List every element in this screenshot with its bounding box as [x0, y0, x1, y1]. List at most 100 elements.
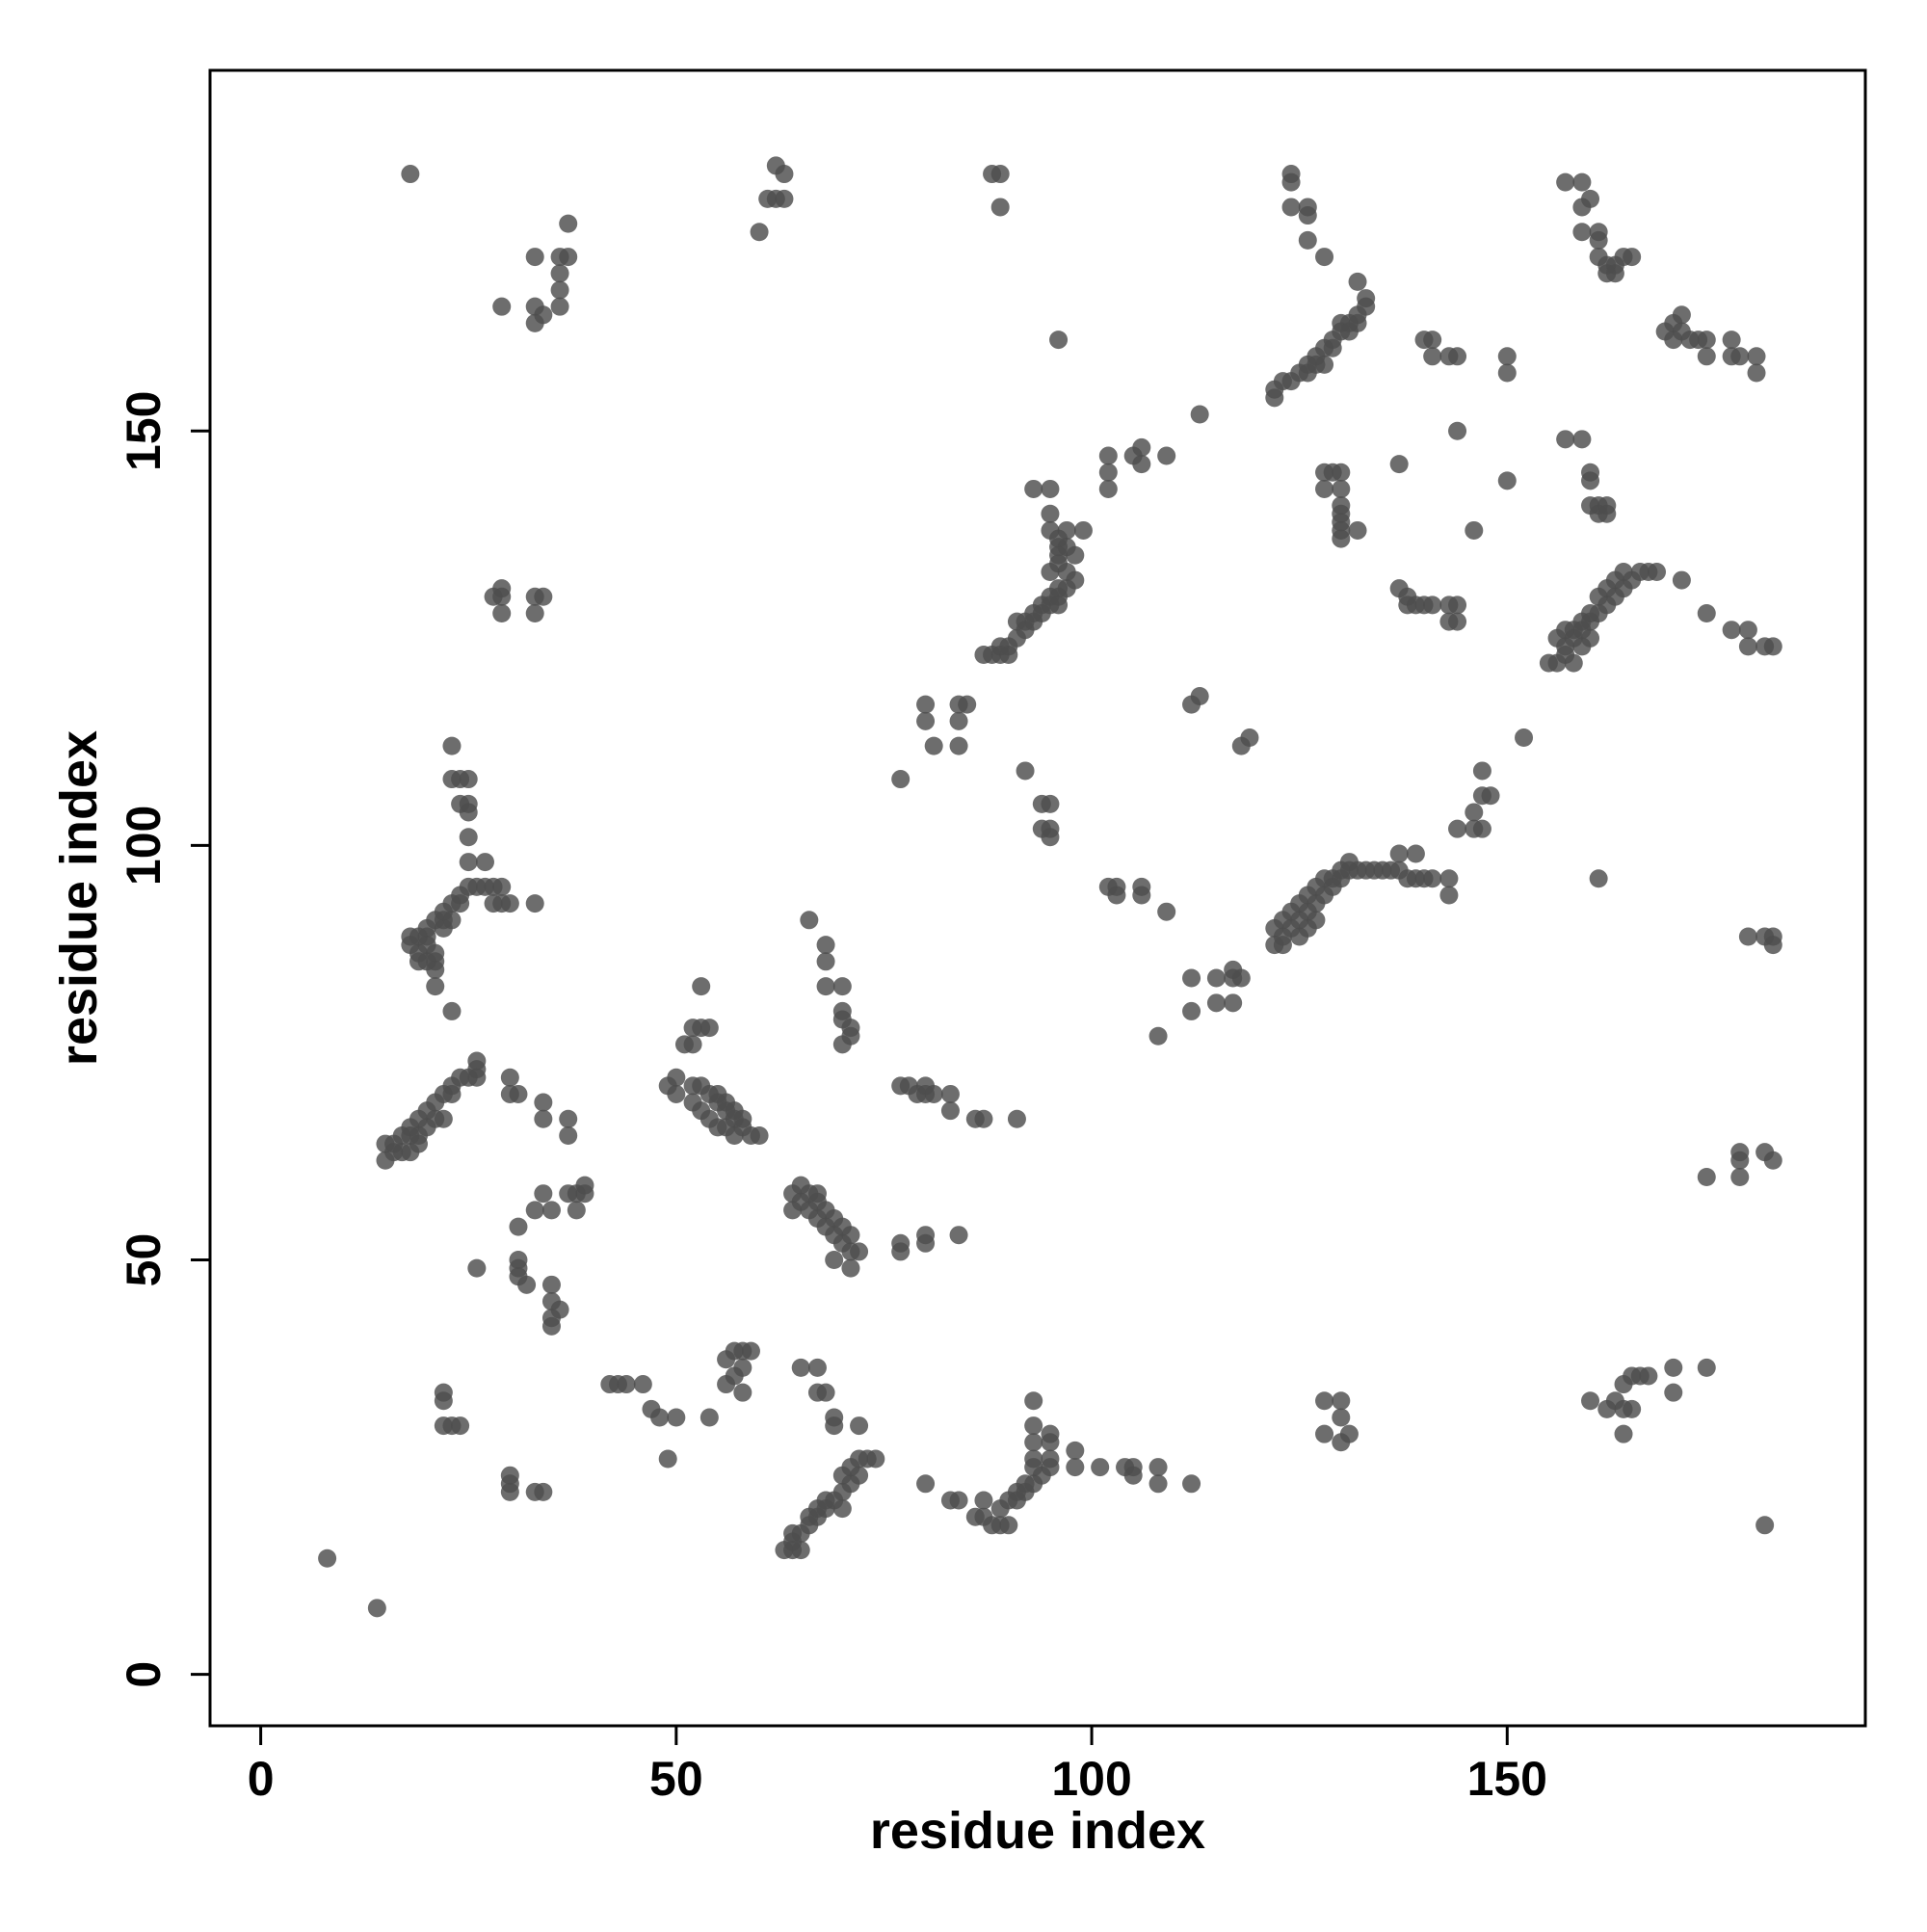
point	[974, 1491, 993, 1510]
point	[1066, 1441, 1085, 1460]
point	[667, 1408, 686, 1427]
x-tick-label: 50	[649, 1752, 703, 1806]
point	[1672, 570, 1691, 590]
point	[1049, 331, 1069, 350]
point	[442, 736, 462, 755]
point	[467, 1258, 487, 1278]
point	[1747, 363, 1766, 383]
point	[1057, 562, 1076, 581]
point	[733, 1109, 752, 1128]
point	[1581, 471, 1600, 490]
point	[367, 1599, 386, 1618]
point	[866, 1449, 885, 1469]
point	[1206, 968, 1226, 988]
point	[1041, 479, 1060, 498]
point	[1066, 1458, 1085, 1477]
point	[1315, 248, 1334, 267]
point	[1332, 1391, 1351, 1411]
point	[1357, 289, 1376, 308]
point	[850, 1242, 869, 1261]
point	[1423, 595, 1442, 615]
point	[1315, 1391, 1334, 1411]
point	[1098, 463, 1118, 482]
point	[492, 579, 512, 598]
point	[832, 977, 852, 996]
point	[1572, 172, 1592, 192]
point	[916, 711, 936, 730]
point	[434, 1109, 453, 1128]
point	[1697, 603, 1716, 622]
point	[550, 297, 569, 316]
point	[807, 1184, 827, 1204]
point	[1423, 347, 1442, 366]
point	[1332, 529, 1351, 548]
point	[949, 736, 968, 755]
point	[1281, 198, 1301, 217]
point	[1049, 545, 1069, 565]
point	[891, 770, 911, 789]
point	[467, 1051, 487, 1071]
point	[800, 911, 819, 930]
point	[1439, 869, 1459, 888]
point	[916, 1226, 936, 1245]
point	[1564, 653, 1583, 673]
point	[1182, 968, 1201, 988]
point	[1231, 968, 1251, 988]
point	[525, 894, 544, 913]
point	[1107, 886, 1126, 905]
point	[509, 1217, 528, 1236]
point	[1315, 1424, 1334, 1443]
point	[633, 1375, 652, 1394]
point	[1024, 1449, 1043, 1469]
point	[567, 1201, 586, 1220]
point	[949, 711, 968, 730]
point	[750, 1125, 769, 1145]
point	[1623, 248, 1642, 267]
point	[1098, 479, 1118, 498]
point	[1614, 1424, 1633, 1443]
point	[990, 165, 1010, 184]
point	[1448, 819, 1467, 838]
point	[999, 1516, 1018, 1535]
point	[1298, 206, 1317, 225]
point	[525, 603, 544, 622]
point	[1639, 1366, 1658, 1386]
point	[525, 1201, 544, 1220]
point	[850, 1416, 869, 1436]
point	[442, 911, 462, 930]
point	[1697, 347, 1716, 366]
point	[999, 646, 1018, 665]
point	[1098, 446, 1118, 465]
point	[717, 1118, 736, 1137]
point	[1465, 803, 1484, 822]
point	[451, 1416, 470, 1436]
point	[1406, 844, 1425, 863]
point	[1049, 579, 1069, 598]
y-tick-label: 100	[117, 806, 171, 886]
point	[1623, 1399, 1642, 1418]
point	[750, 223, 769, 242]
point	[940, 1101, 960, 1121]
point	[1339, 853, 1359, 872]
point	[1265, 388, 1284, 408]
point	[1465, 520, 1484, 540]
point	[1182, 1001, 1201, 1020]
point	[1389, 844, 1409, 863]
point	[1515, 728, 1534, 748]
point	[940, 1084, 960, 1103]
point	[791, 1541, 810, 1560]
point	[1738, 621, 1757, 640]
point	[1572, 223, 1592, 242]
point	[534, 305, 553, 325]
point	[949, 1226, 968, 1245]
point	[1664, 1358, 1683, 1377]
plot-frame	[208, 68, 1867, 1728]
point	[1423, 331, 1442, 350]
point	[1497, 347, 1517, 366]
point	[791, 1358, 810, 1377]
point	[825, 1416, 844, 1436]
point	[1439, 886, 1459, 905]
point	[1472, 761, 1491, 781]
point	[1007, 1109, 1026, 1128]
point	[1182, 695, 1201, 714]
